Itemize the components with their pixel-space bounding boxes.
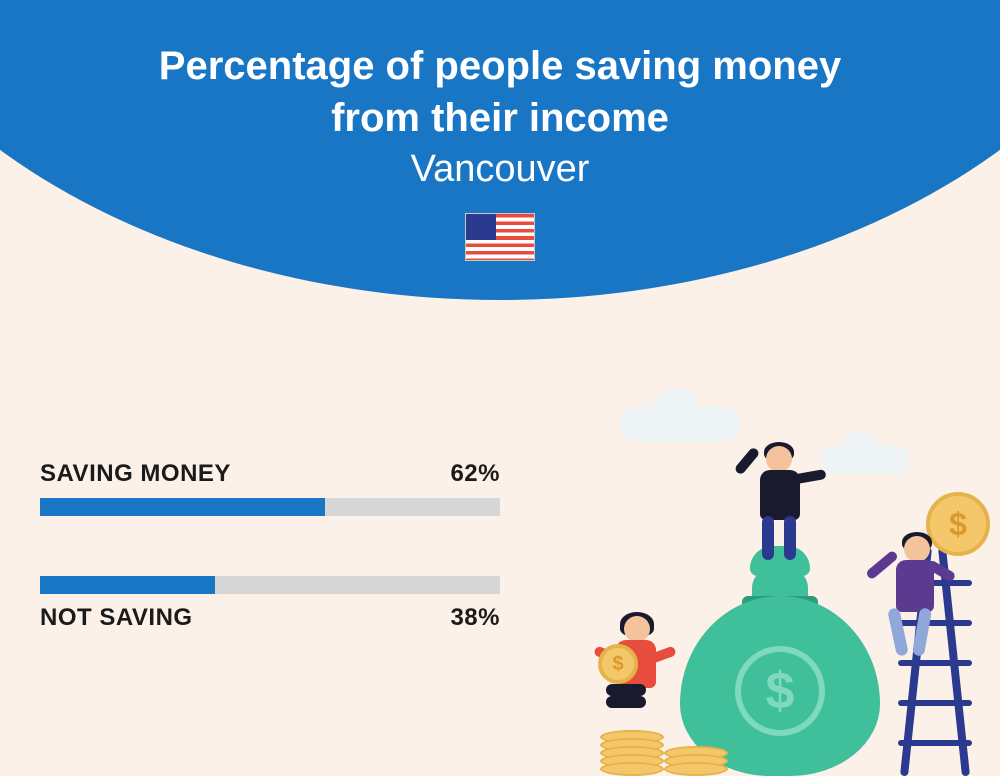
bar-label-row: NOT SAVING 38% [40, 604, 500, 632]
bar-value: 62% [450, 460, 500, 488]
person-icon [886, 536, 966, 686]
subtitle: Vancouver [0, 148, 1000, 191]
bar-chart: SAVING MONEY 62% NOT SAVING 38% [40, 460, 500, 692]
coin-icon: $ [598, 644, 638, 684]
bar-fill [40, 498, 325, 516]
bar-label-row: SAVING MONEY 62% [40, 460, 500, 488]
dollar-sign-icon: $ [735, 646, 825, 736]
coin-stack-icon [664, 752, 728, 776]
savings-illustration: $ $ $ [560, 406, 1000, 776]
title-line-1: Percentage of people saving money [0, 40, 1000, 92]
money-bag-icon: $ [680, 546, 880, 776]
bar-label: SAVING MONEY [40, 460, 231, 488]
bar-row-not-saving: NOT SAVING 38% [40, 576, 500, 632]
header: Percentage of people saving money from t… [0, 40, 1000, 261]
bar-fill [40, 576, 215, 594]
title-line-2: from their income [0, 92, 1000, 144]
usa-flag-icon [465, 213, 535, 261]
bar-track [40, 576, 500, 594]
person-icon [740, 446, 820, 566]
bar-track [40, 498, 500, 516]
person-icon [590, 616, 680, 746]
bar-value: 38% [450, 604, 500, 632]
cloud-icon [820, 446, 910, 474]
bar-row-saving: SAVING MONEY 62% [40, 460, 500, 516]
cloud-icon [620, 406, 740, 442]
bar-label: NOT SAVING [40, 604, 193, 632]
